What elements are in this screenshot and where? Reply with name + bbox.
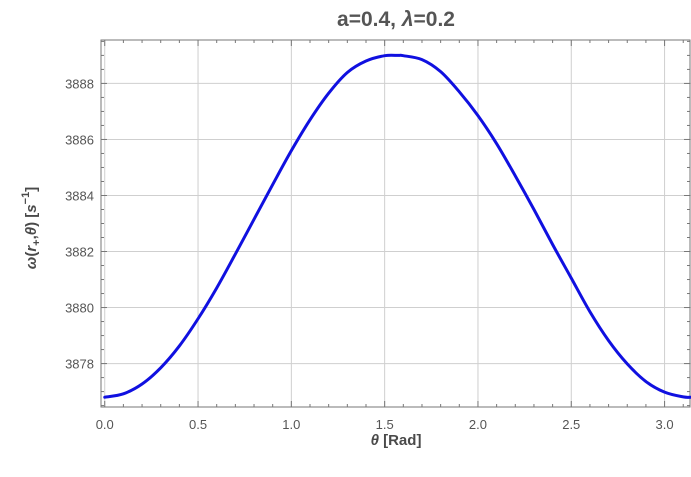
x-tick-label: 1.5 <box>376 417 394 432</box>
x-tick-label: 0.0 <box>96 417 114 432</box>
y-axis-sup: −1 <box>20 192 32 205</box>
chart-title: a=0.4, λ=0.2 <box>337 8 455 31</box>
y-axis-open: ( <box>23 252 40 257</box>
plot-frame <box>100 39 691 408</box>
y-axis-r: r <box>23 245 40 252</box>
x-axis-title: θ [Rad] <box>371 432 422 449</box>
chart-title-prefix: a=0.4, <box>337 8 402 31</box>
x-tick-label: 3.0 <box>656 417 674 432</box>
y-axis-title: ω(r+,θ) [s−1] <box>20 187 43 269</box>
x-tick-label: 2.5 <box>562 417 580 432</box>
y-tick-label: 3880 <box>65 301 94 316</box>
y-axis-omega: ω <box>23 256 40 269</box>
tick-labels: 0.0 0.5 1.0 1.5 2.0 2.5 3.0 3878 3880 3882 3884 388… <box>65 76 674 432</box>
y-axis-close: ) [ <box>23 213 40 227</box>
y-axis-comma: , <box>23 235 40 239</box>
ticks <box>101 40 690 407</box>
series-line <box>103 53 691 399</box>
chart-title-lambda: λ <box>401 8 414 31</box>
x-tick-label: 2.0 <box>469 417 487 432</box>
y-axis-theta: θ <box>23 226 40 235</box>
y-tick-label: 3884 <box>65 188 94 203</box>
y-tick-label: 3878 <box>65 357 94 372</box>
chart-title-suffix: =0.2 <box>414 8 455 31</box>
x-axis-theta: θ <box>371 432 380 449</box>
x-tick-label: 0.5 <box>189 417 207 432</box>
y-tick-label: 3888 <box>65 76 94 91</box>
y-axis-sub: + <box>31 239 43 245</box>
y-axis-end: ] <box>23 187 40 192</box>
grid <box>101 40 691 407</box>
y-axis-s: s <box>23 204 40 212</box>
x-tick-label: 1.0 <box>282 417 300 432</box>
y-tick-label: 3882 <box>65 245 94 260</box>
y-tick-label: 3886 <box>65 132 94 147</box>
x-axis-unit: [Rad] <box>379 432 422 449</box>
